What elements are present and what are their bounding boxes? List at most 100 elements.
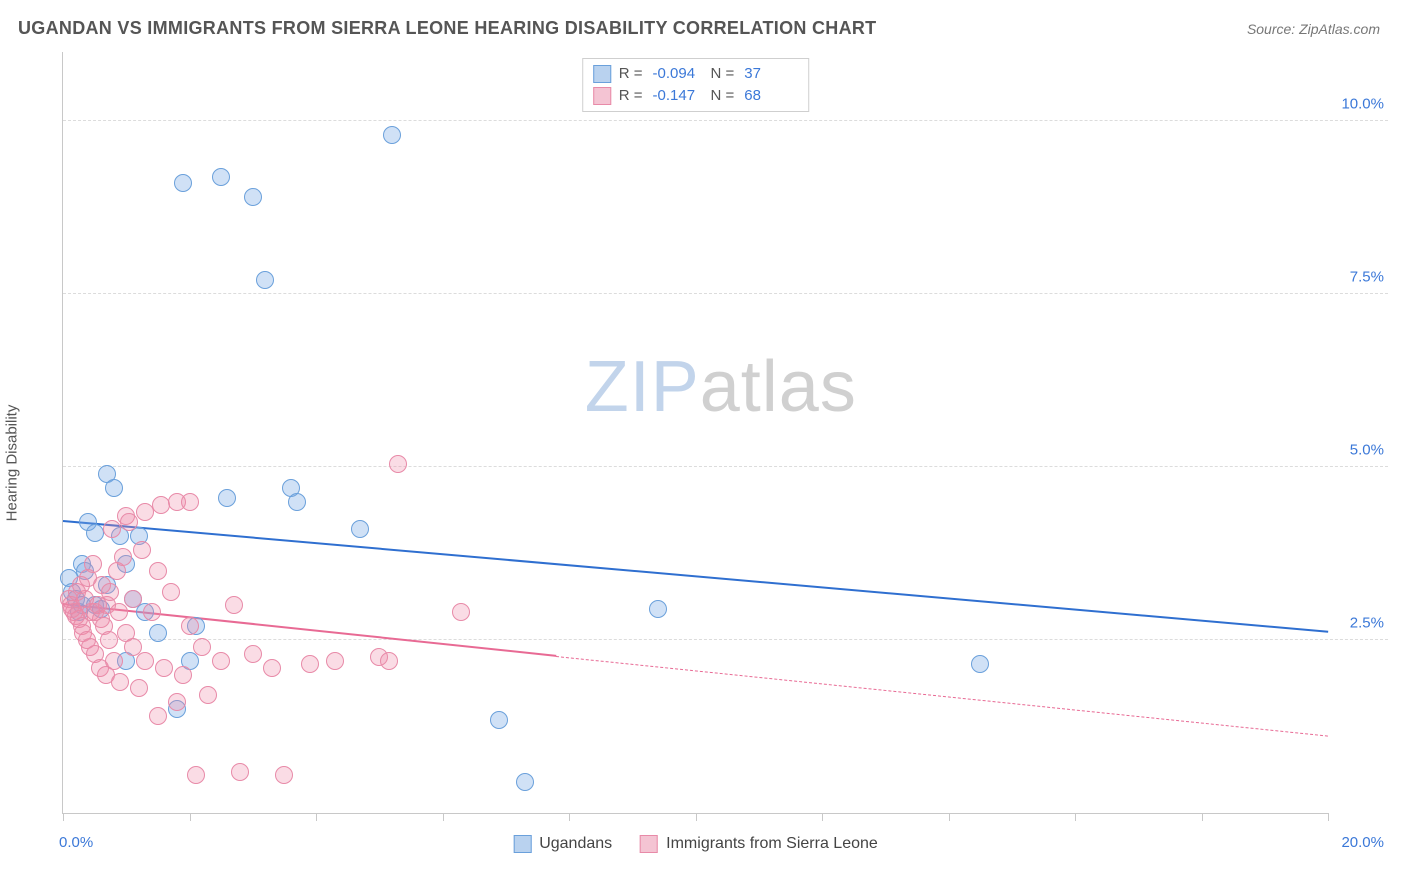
- data-point: [452, 603, 470, 621]
- x-tick: [1328, 813, 1329, 821]
- data-point: [218, 489, 236, 507]
- data-point: [275, 766, 293, 784]
- n-value-ugandans: 37: [744, 63, 794, 85]
- x-tick: [1202, 813, 1203, 821]
- legend-item-ugandans: Ugandans: [513, 835, 612, 853]
- data-point: [971, 655, 989, 673]
- chart-title: UGANDAN VS IMMIGRANTS FROM SIERRA LEONE …: [18, 18, 876, 39]
- legend-stats-row-sierra-leone: R = -0.147 N = 68: [593, 85, 795, 107]
- chart-container: Hearing Disability ZIPatlas R = -0.094 N…: [18, 52, 1388, 874]
- data-point: [301, 655, 319, 673]
- data-point: [143, 603, 161, 621]
- legend-series: Ugandans Immigrants from Sierra Leone: [513, 835, 878, 853]
- data-point: [516, 773, 534, 791]
- x-tick: [569, 813, 570, 821]
- data-point: [174, 174, 192, 192]
- x-tick: [316, 813, 317, 821]
- r-value-ugandans: -0.094: [653, 63, 703, 85]
- data-point: [110, 603, 128, 621]
- data-point: [136, 652, 154, 670]
- watermark: ZIPatlas: [585, 346, 857, 428]
- legend-item-sierra-leone: Immigrants from Sierra Leone: [640, 835, 878, 853]
- data-point: [111, 673, 129, 691]
- legend-swatch-ugandans: [593, 65, 611, 83]
- data-point: [133, 541, 151, 559]
- gridline: [63, 466, 1388, 467]
- legend-swatch-sierra-leone: [593, 87, 611, 105]
- gridline: [63, 639, 1388, 640]
- gridline: [63, 120, 1388, 121]
- r-label: R =: [619, 63, 643, 85]
- legend-stats: R = -0.094 N = 37 R = -0.147 N = 68: [582, 58, 810, 112]
- data-point: [105, 479, 123, 497]
- watermark-atlas: atlas: [700, 347, 857, 427]
- data-point: [263, 659, 281, 677]
- y-tick-label: 2.5%: [1350, 615, 1384, 632]
- x-tick: [190, 813, 191, 821]
- trend-line: [556, 656, 1328, 737]
- r-value-sierra-leone: -0.147: [653, 85, 703, 107]
- gridline: [63, 293, 1388, 294]
- r-label: R =: [619, 85, 643, 107]
- data-point: [490, 711, 508, 729]
- legend-label-sierra-leone: Immigrants from Sierra Leone: [666, 835, 878, 853]
- data-point: [105, 652, 123, 670]
- data-point: [103, 520, 121, 538]
- y-tick-label: 5.0%: [1350, 442, 1384, 459]
- y-tick-label: 7.5%: [1350, 269, 1384, 286]
- data-point: [231, 763, 249, 781]
- data-point: [86, 524, 104, 542]
- data-point: [149, 624, 167, 642]
- data-point: [326, 652, 344, 670]
- data-point: [244, 188, 262, 206]
- y-axis-label: Hearing Disability: [4, 405, 21, 522]
- data-point: [162, 583, 180, 601]
- data-point: [181, 493, 199, 511]
- x-tick: [949, 813, 950, 821]
- watermark-zip: ZIP: [585, 347, 700, 427]
- data-point: [168, 693, 186, 711]
- data-point: [100, 631, 118, 649]
- legend-stats-row-ugandans: R = -0.094 N = 37: [593, 63, 795, 85]
- n-label: N =: [711, 63, 735, 85]
- legend-label-ugandans: Ugandans: [539, 835, 612, 853]
- data-point: [174, 666, 192, 684]
- data-point: [383, 126, 401, 144]
- data-point: [114, 548, 132, 566]
- data-point: [187, 766, 205, 784]
- data-point: [130, 679, 148, 697]
- data-point: [244, 645, 262, 663]
- data-point: [149, 562, 167, 580]
- data-point: [351, 520, 369, 538]
- plot-area: ZIPatlas R = -0.094 N = 37 R = -0.147 N …: [62, 52, 1328, 814]
- data-point: [256, 271, 274, 289]
- x-tick: [696, 813, 697, 821]
- n-value-sierra-leone: 68: [744, 85, 794, 107]
- data-point: [288, 493, 306, 511]
- data-point: [149, 707, 167, 725]
- data-point: [155, 659, 173, 677]
- legend-swatch-sierra-leone: [640, 835, 658, 853]
- data-point: [181, 617, 199, 635]
- data-point: [380, 652, 398, 670]
- data-point: [212, 168, 230, 186]
- data-point: [84, 555, 102, 573]
- x-tick: [63, 813, 64, 821]
- source-attribution: Source: ZipAtlas.com: [1247, 21, 1380, 37]
- data-point: [193, 638, 211, 656]
- data-point: [101, 583, 119, 601]
- x-axis-max-label: 20.0%: [1341, 834, 1384, 851]
- data-point: [225, 596, 243, 614]
- x-axis-min-label: 0.0%: [59, 834, 93, 851]
- x-tick: [443, 813, 444, 821]
- data-point: [389, 455, 407, 473]
- data-point: [212, 652, 230, 670]
- data-point: [649, 600, 667, 618]
- n-label: N =: [711, 85, 735, 107]
- trend-line: [63, 520, 1328, 633]
- x-tick: [822, 813, 823, 821]
- legend-swatch-ugandans: [513, 835, 531, 853]
- x-tick: [1075, 813, 1076, 821]
- y-tick-label: 10.0%: [1341, 96, 1384, 113]
- data-point: [199, 686, 217, 704]
